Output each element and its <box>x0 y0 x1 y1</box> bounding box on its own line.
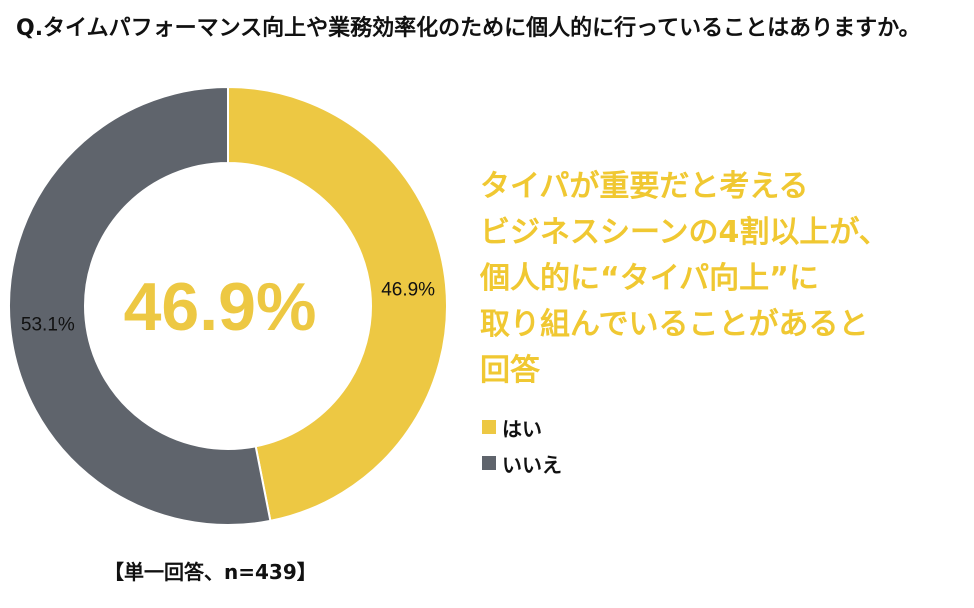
legend-item-yes: はい <box>482 412 562 442</box>
headline-line: 回答 <box>480 353 540 388</box>
headline-text: タイパが重要だと考える ビジネスシーンの4割以上が、 個人的に“タイパ向上”に … <box>480 164 960 394</box>
headline-line: ビジネスシーンの4割以上が、 <box>480 215 889 250</box>
legend-label-no: いいえ <box>502 452 562 477</box>
center-percentage: 46.9% <box>124 269 317 345</box>
legend-swatch-yes <box>482 420 496 434</box>
donut-chart: 46.9% 53.1% 46.9% <box>8 85 448 526</box>
slice-yes <box>227 85 448 523</box>
legend-item-no: いいえ <box>482 448 562 478</box>
headline-line: 取り組んでいることがあると <box>480 307 869 342</box>
slice-label-yes: 46.9% <box>381 279 435 300</box>
headline-line: 個人的に“タイパ向上”に <box>480 261 819 296</box>
sample-note: 【単一回答、n=439】 <box>104 560 317 584</box>
legend-swatch-no <box>482 456 496 470</box>
question-title: Q.タイムパフォーマンス向上や業務効率化のために個人的に行っていることはあります… <box>16 16 921 41</box>
legend: はい いいえ <box>482 412 562 484</box>
slice-label-no: 53.1% <box>21 315 75 336</box>
slice-no <box>8 85 272 526</box>
legend-label-yes: はい <box>502 416 542 441</box>
headline-line: タイパが重要だと考える <box>480 169 809 204</box>
